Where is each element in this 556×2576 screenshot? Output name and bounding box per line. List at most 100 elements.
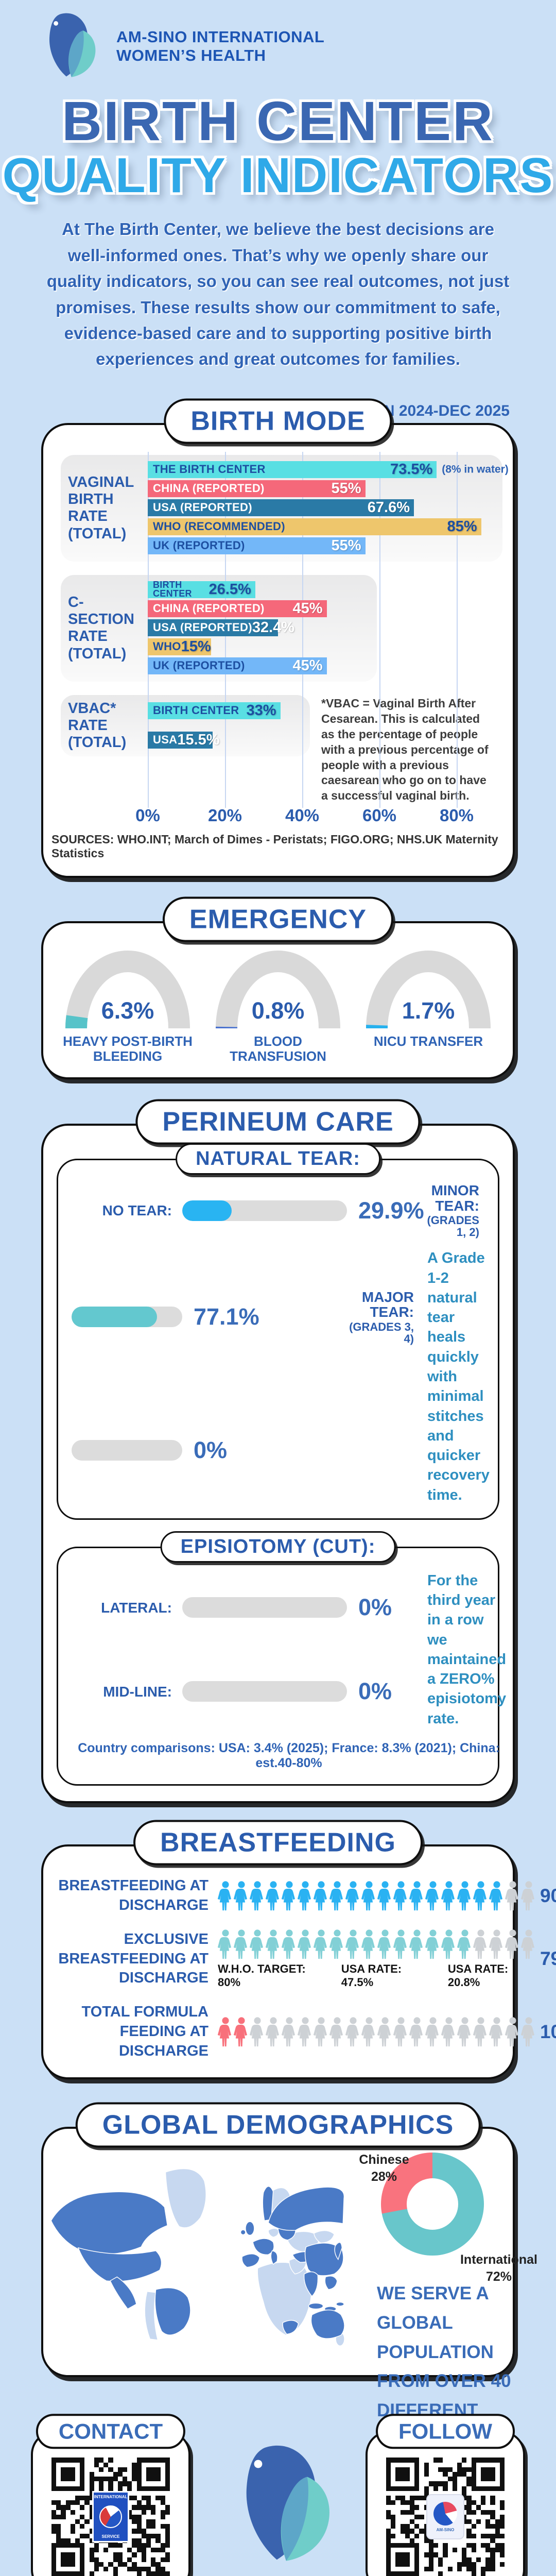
donut-label-chinese: Chinese 28% (359, 2153, 409, 2184)
episiotomy-rows: LATERAL: 0% MID-LINE: 0% For the third year … (72, 1571, 506, 1771)
person-icon (521, 1881, 535, 1910)
birth-mode-heading: BIRTH MODE (164, 398, 392, 444)
person-icon (425, 1929, 439, 1959)
x-axis-tick: 0% (135, 806, 160, 825)
pill-bar-track (72, 1307, 182, 1328)
gauge-value: 1.7% (402, 997, 455, 1024)
person-icon (441, 1929, 455, 1959)
country-comparisons: Country comparisons: USA: 3.4% (2025); F… (78, 1740, 500, 1770)
intro-paragraph: At The Birth Center, we believe the best… (46, 219, 510, 369)
natural-tear-heading: NATURAL TEAR: (176, 1143, 380, 1175)
bar-label: WHO (153, 640, 181, 653)
pictogram-label: BREASTFEEDING AT DISCHARGE (58, 1877, 208, 1913)
episiotomy-card: EPISIOTOMY (CUT): LATERAL: 0% MID-LINE: 0% F… (57, 1531, 506, 1786)
gauge-label: NICU TRANSFER (373, 1033, 483, 1049)
person-icon (473, 1929, 487, 1959)
bar-label: WHO (RECOMMENDED) (153, 520, 285, 533)
person-icon (250, 1881, 264, 1910)
birth-mode-sources: SOURCES: WHO.INT; March of Dimes - Peris… (51, 833, 498, 860)
bar-group-panel: VBAC* RATE (TOTAL) BIRTH CENTER 33% USA 15.5… (61, 694, 310, 757)
pill-bar-value: 0% (358, 1594, 392, 1621)
bar-label: USA (153, 733, 178, 747)
person-icon (361, 2017, 375, 2046)
bar-annotation: (8% in water) (442, 463, 509, 476)
bar-row: UK (REPORTED) 45% (148, 657, 327, 674)
person-icon (329, 1929, 343, 1959)
person-icon (377, 2017, 391, 2046)
person-icon (441, 1881, 455, 1910)
x-axis-tick: 60% (362, 806, 397, 825)
x-axis: 0% 20% 40% 60% 80% (61, 806, 495, 831)
gauge-value: 0.8% (251, 997, 305, 1024)
gauge-value: 6.3% (101, 997, 154, 1024)
bar-label: CHINA (REPORTED) (153, 602, 265, 615)
international-service-logo: INTERNATIONAL SERVICE (92, 2491, 129, 2543)
person-icon (489, 1881, 503, 1910)
qr-center-logo: INTERNATIONAL SERVICE (92, 2491, 129, 2543)
bar-row: UK (REPORTED) 55% (148, 537, 366, 554)
pictogram-row: EXCLUSIVE BREASTFEEDING AT DISCHARGE W.H.… (57, 1928, 556, 1989)
pictogram-note: W.H.O. TARGET: 80% USA RATE: 47.5% USA RAT… (218, 1962, 509, 1989)
natural-tear-card: NATURAL TEAR: NO TEAR: 29.9% MINOR TEAR: (G… (57, 1143, 499, 1520)
bar-value: 55% (331, 537, 361, 554)
pictogram-row: BREASTFEEDING AT DISCHARGE 90% (57, 1876, 556, 1915)
x-axis-tick: 20% (207, 806, 242, 825)
bar-label: UK (REPORTED) (153, 539, 245, 552)
bar-label: USA (REPORTED) (153, 501, 252, 514)
org-name-line1: AM-SINO INTERNATIONAL (116, 28, 325, 46)
person-icon (314, 2017, 327, 2046)
person-icon (282, 2017, 296, 2046)
bar-value: 33% (246, 702, 276, 719)
episiotomy-heading: EPISIOTOMY (CUT): (160, 1531, 396, 1563)
gauge-label: HEAVY POST-BIRTH BLEEDING (63, 1033, 193, 1064)
person-icon (266, 1929, 280, 1959)
breastfeeding-heading: BREASTFEEDING (133, 1820, 423, 1866)
person-icon (425, 2017, 439, 2046)
person-icon (457, 2017, 471, 2046)
gauge: 6.3% HEAVY POST-BIRTH BLEEDING (63, 947, 193, 1064)
bar-group-panel: VAGINAL BIRTH RATE (TOTAL) THE BIRTH CENT… (61, 454, 509, 562)
pill-bar-label: MAJOR TEAR: (GRADES 3, 4) (349, 1289, 414, 1345)
bar-value: 55% (331, 480, 361, 497)
demographics-card: Chinese 28% International 72% WE SERVE A… (41, 2127, 537, 2450)
contact-heading: CONTACT (36, 2414, 186, 2449)
pictogram-value: 10% (540, 2021, 556, 2042)
brand-logo-icon (49, 13, 96, 77)
gridline (302, 451, 303, 808)
bar-value: 26.5% (208, 581, 251, 598)
page-title-line2: QUALITY INDICATORS (2, 148, 554, 204)
bar-label: UK (REPORTED) (153, 659, 245, 672)
gauge: 1.7% NICU TRANSFER (363, 947, 493, 1064)
bar-value: 32.4% (252, 619, 295, 636)
person-icon (218, 2017, 232, 2046)
person-icon (457, 1929, 471, 1959)
emergency-card: 6.3% HEAVY POST-BIRTH BLEEDING 0.8% BLOOD T… (41, 921, 515, 1080)
person-icon (345, 2017, 359, 2046)
person-icon (505, 1929, 519, 1959)
vbac-note: *VBAC = Vaginal Birth After Cesarean. Th… (321, 696, 489, 803)
person-icon (361, 1929, 375, 1959)
brand-logo-icon-large (246, 2446, 329, 2562)
person-icon (457, 1881, 471, 1910)
bar-label: BIRTH CENTER (153, 704, 239, 717)
person-icon (441, 2017, 455, 2046)
emergency-heading: EMERGENCY (162, 896, 394, 942)
follow-card: FOLLOW AM-SINO (366, 2414, 525, 2576)
bar-value: 15% (181, 638, 211, 655)
pill-bar-label: NO TEAR: (102, 1202, 172, 1219)
page-title-line1: BIRTH CENTER (62, 90, 494, 152)
pill-bar-track (182, 1681, 347, 1702)
person-icon (489, 1929, 503, 1959)
person-icon (314, 1929, 327, 1959)
subsection-note: For the third year in a row we maintaine… (427, 1572, 507, 1727)
bar-value: 73.5% (390, 461, 433, 478)
header: AM-SINO INTERNATIONAL WOMEN’S HEALTH (0, 0, 556, 80)
person-icon (329, 2017, 343, 2046)
person-icon (314, 1881, 327, 1910)
person-icon (505, 2017, 519, 2046)
bar-value: 45% (292, 657, 323, 674)
follow-qr-code: AM-SINO (386, 2458, 505, 2576)
bar-group-panel: C-SECTION RATE (TOTAL) BIRTH CENTER 26.5% C… (61, 574, 377, 682)
pictogram-row: TOTAL FORMULA FEEDING AT DISCHARGE 10% (57, 2003, 556, 2061)
gauge-arc (366, 951, 491, 1029)
